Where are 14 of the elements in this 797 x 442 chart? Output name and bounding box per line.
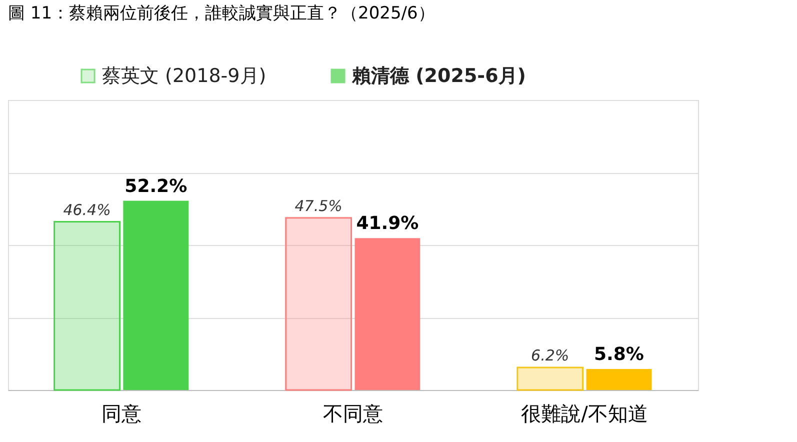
chart-title: 圖 11：蔡賴兩位前後任，誰較誠實與正直？（2025/6）: [8, 3, 435, 24]
x-tick-label: 同意: [101, 402, 142, 426]
data-label: 47.5%: [294, 196, 342, 215]
legend-label: 賴清德 (2025-6月): [351, 65, 526, 87]
data-label: 41.9%: [356, 213, 419, 234]
bar: [586, 368, 652, 390]
data-label: 46.4%: [63, 200, 111, 219]
x-tick-label: 很難說/不知道: [521, 402, 648, 426]
data-label: 5.8%: [594, 344, 644, 365]
legend-label: 蔡英文 (2018-9月): [102, 65, 266, 87]
data-label: 52.2%: [124, 176, 188, 197]
bar: [516, 366, 584, 391]
x-tick-label: 不同意: [323, 402, 383, 426]
data-label: 6.2%: [531, 346, 570, 365]
